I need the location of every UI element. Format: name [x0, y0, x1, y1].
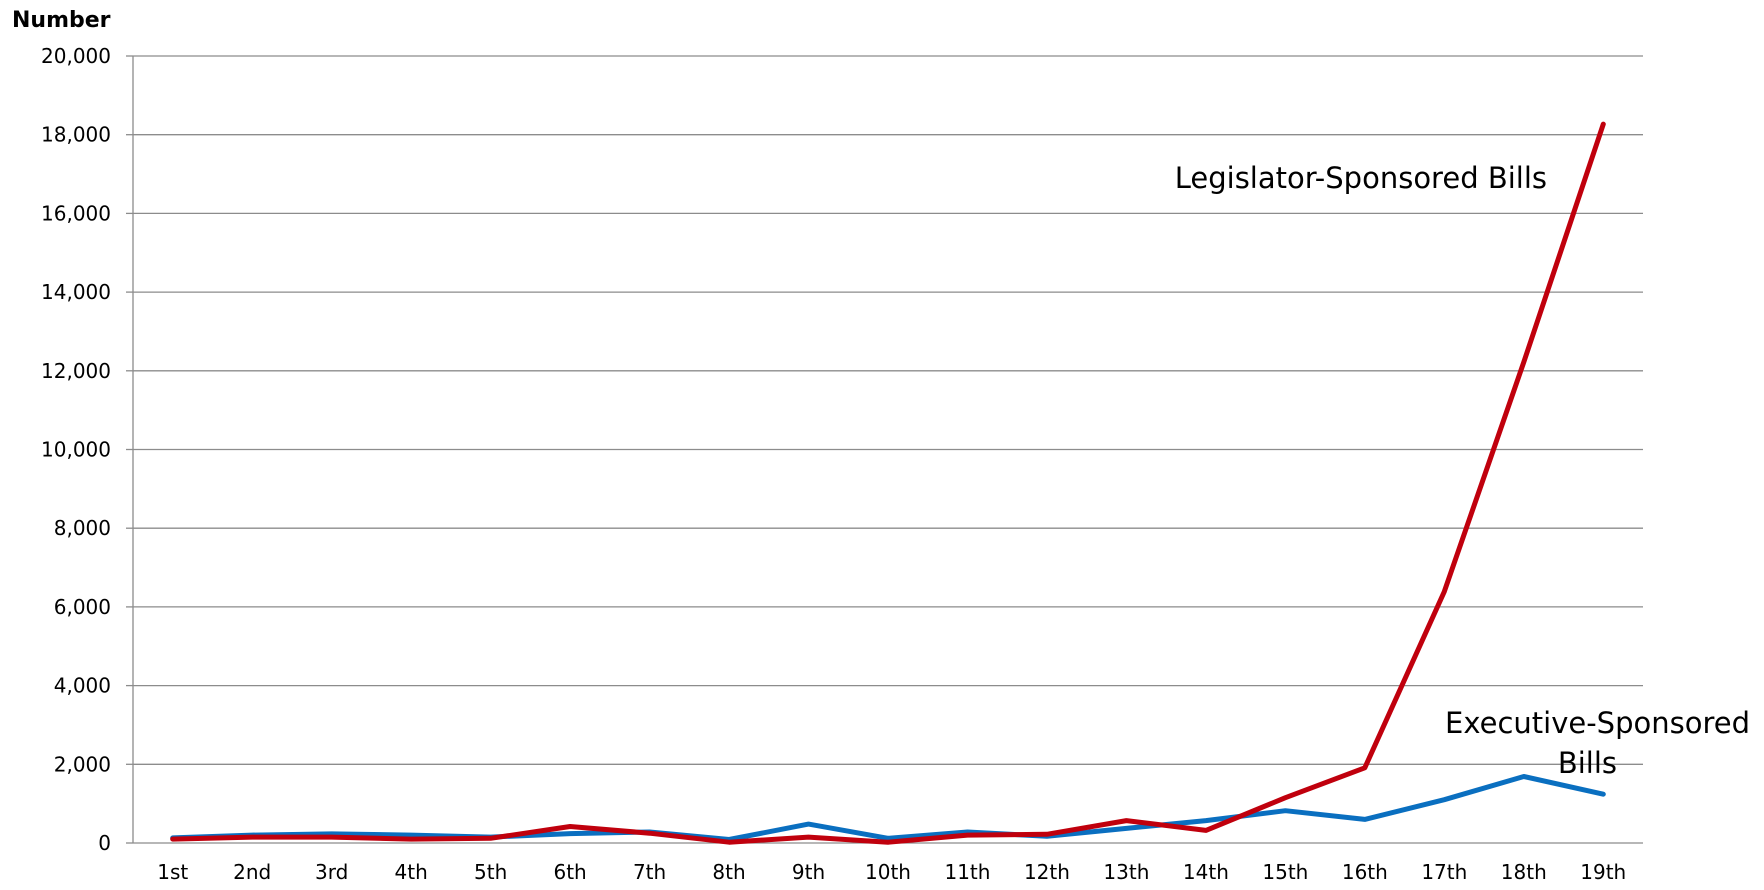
x-tick-label: 1st: [157, 860, 188, 884]
y-tick-label: 2,000: [54, 752, 111, 776]
y-tick-label: 14,000: [41, 280, 111, 304]
x-tick-label: 2nd: [233, 860, 271, 884]
y-tick-label: 18,000: [41, 123, 111, 147]
gridlines: [126, 55, 1643, 844]
x-tick-label: 17th: [1421, 860, 1467, 884]
x-tick-label: 6th: [553, 860, 586, 884]
x-tick-label: 5th: [474, 860, 507, 884]
x-tick-label: 15th: [1262, 860, 1308, 884]
x-tick-label: 18th: [1501, 860, 1547, 884]
x-tick-label: 19th: [1580, 860, 1626, 884]
x-tick-label: 16th: [1342, 860, 1388, 884]
x-tick-label: 11th: [944, 860, 990, 884]
x-tick-label: 8th: [712, 860, 745, 884]
y-tick-labels: 0 2,000 4,000 6,000 8,000 10,000 12,000 14,000 1…: [41, 44, 111, 855]
x-tick-label: 12th: [1024, 860, 1070, 884]
x-tick-label: 3rd: [315, 860, 348, 884]
x-tick-label: 13th: [1103, 860, 1149, 884]
executive-series-label-line2: Bills: [1558, 746, 1617, 780]
y-tick-label: 6,000: [54, 595, 111, 619]
executive-sponsored-line: [170, 774, 1606, 842]
y-tick-label: 16,000: [41, 201, 111, 225]
legislator-series-label: Legislator-Sponsored Bills: [1175, 161, 1547, 195]
executive-series-label-line1: Executive-Sponsored: [1445, 706, 1750, 740]
x-tick-label: 4th: [395, 860, 428, 884]
y-tick-label: 0: [98, 831, 111, 855]
y-axis-title: Number: [12, 8, 111, 33]
y-tick-label: 20,000: [41, 44, 111, 68]
x-tick-label: 7th: [633, 860, 666, 884]
x-tick-label: 10th: [865, 860, 911, 884]
y-tick-label: 8,000: [54, 516, 111, 540]
x-tick-label: 14th: [1183, 860, 1229, 884]
x-tick-label: 9th: [792, 860, 825, 884]
y-tick-label: 4,000: [54, 674, 111, 698]
x-tick-labels: 1st 2nd 3rd 4th 5th 6th 7th 8th 9th 10th 11th 12th 1…: [157, 860, 1626, 884]
series-lines: [170, 121, 1606, 845]
y-tick-label: 10,000: [41, 438, 111, 462]
y-tick-label: 12,000: [41, 359, 111, 383]
legislator-sponsored-line: [170, 121, 1606, 845]
